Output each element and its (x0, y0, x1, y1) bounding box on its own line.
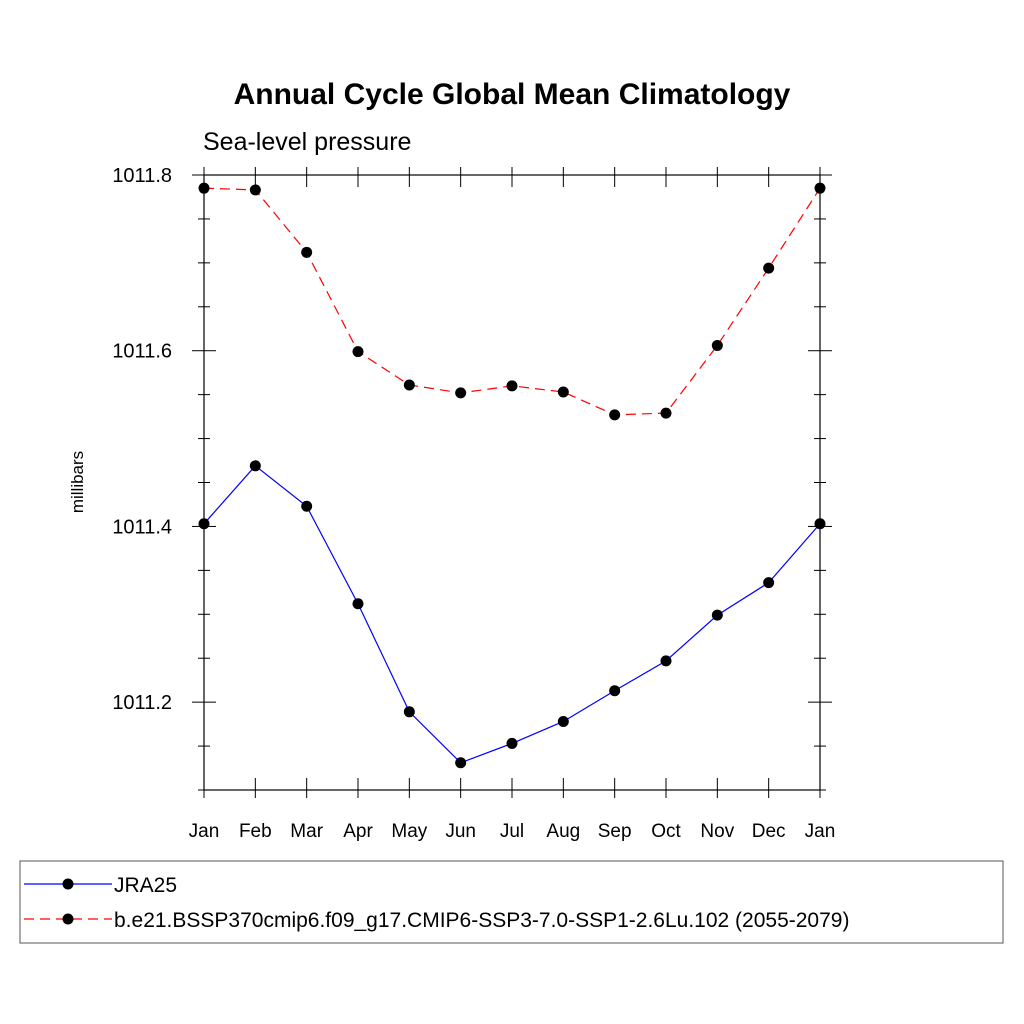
series-2-point (609, 409, 621, 421)
series-2-point (557, 386, 569, 398)
series-2-point (814, 182, 826, 194)
series-2-point (660, 407, 672, 419)
x-tick-label: Oct (651, 821, 681, 842)
y-tick-label: 1011.4 (112, 516, 172, 538)
series-1-point (506, 737, 518, 749)
series-2-point (352, 346, 364, 358)
x-tick-label: Jun (445, 821, 476, 842)
y-axis-label: millibars (68, 451, 87, 513)
x-tick-label: Aug (546, 821, 580, 842)
series-1-point (198, 518, 210, 530)
series-layer (198, 182, 826, 769)
x-tick-label: Jan (189, 821, 220, 842)
legend: JRA25 b.e21.BSSP370cmip6.f09_g17.CMIP6-SS… (19, 860, 1004, 944)
legend-label-2: b.e21.BSSP370cmip6.f09_g17.CMIP6-SSP3-7.… (114, 909, 849, 932)
series-line-1 (203, 464, 821, 764)
series-1-point (403, 706, 415, 718)
legend-box (19, 860, 1004, 944)
series-2-point (763, 262, 775, 274)
x-tick-label: Feb (239, 821, 272, 842)
series-2-point (403, 379, 415, 391)
x-tick-label: Jan (805, 821, 836, 842)
chart-title: Annual Cycle Global Mean Climatology (234, 78, 791, 111)
series-2-point (506, 380, 518, 392)
series-1-point (455, 757, 467, 769)
series-2-point (301, 246, 313, 258)
x-tick-label: Mar (290, 821, 323, 842)
series-1-point (301, 500, 313, 512)
series-1-point (352, 598, 364, 610)
axis-ticks: Jan Feb Mar Apr May Jun Jul Aug Sep Oct Nov Dec Jan 1… (112, 165, 835, 842)
y-tick-label: 1011.6 (112, 341, 172, 363)
series-1-point (249, 460, 261, 472)
x-tick-label: May (391, 821, 427, 842)
x-tick-label: Dec (752, 821, 786, 842)
series-1-point (814, 518, 826, 530)
y-tick-label: 1011.8 (112, 165, 172, 187)
series-1-point (557, 715, 569, 727)
x-tick-label: Nov (700, 821, 734, 842)
x-tick-label: Jul (500, 821, 524, 842)
series-2-point (455, 387, 467, 399)
legend-marker-2 (62, 913, 74, 925)
x-tick-label: Sep (598, 821, 632, 842)
series-2-point (249, 184, 261, 196)
legend-marker-1 (62, 878, 74, 890)
series-1-point (609, 685, 621, 697)
plot-frame (203, 174, 821, 791)
x-tick-label: Apr (343, 821, 373, 842)
legend-label-1: JRA25 (114, 874, 177, 897)
series-1-point (711, 609, 723, 621)
chart-subtitle: Sea-level pressure (203, 128, 411, 156)
y-tick-label: 1011.2 (112, 692, 172, 714)
series-1-point (660, 655, 672, 667)
series-1-point (763, 577, 775, 589)
series-2-point (711, 339, 723, 351)
series-2-point (198, 182, 210, 194)
